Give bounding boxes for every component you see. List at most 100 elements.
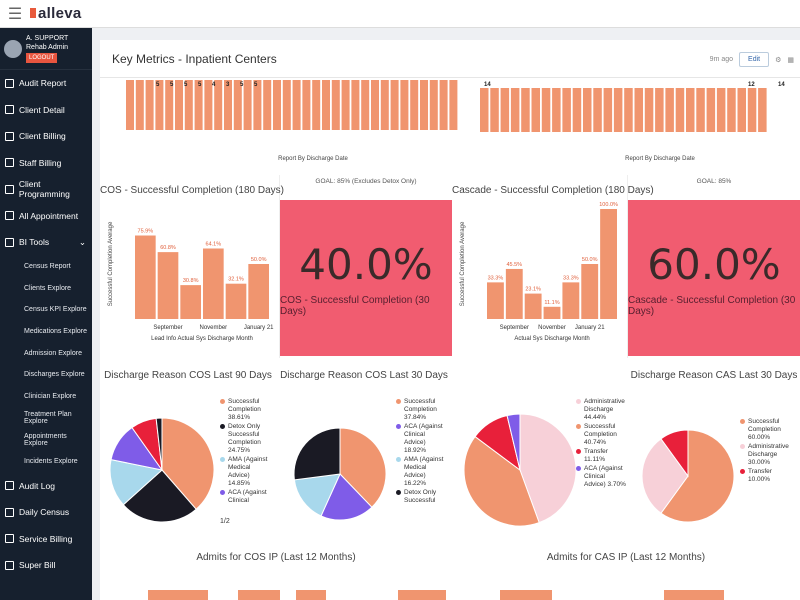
legend-item[interactable]: ACA (Against Clinical <box>220 489 270 505</box>
legend-item[interactable]: Detox Only Successful Completion 24.75% <box>220 423 270 455</box>
top-left-bar <box>371 80 379 130</box>
legend-dot <box>740 419 745 424</box>
top-left-bar <box>439 80 448 130</box>
top-left-bar <box>233 80 242 130</box>
sidebar-item-client-billing[interactable]: Client Billing <box>0 123 92 150</box>
legend-item[interactable]: ACA (Against Clinical Advice) 18.92% <box>396 423 446 455</box>
legend-label: Successful Completion 40.74% <box>584 423 617 446</box>
top-left-bar-label: 5 <box>254 82 258 88</box>
sidebar-item-super-bill[interactable]: Super Bill <box>0 552 92 579</box>
legend-dot <box>396 399 401 404</box>
legend-dot <box>576 449 581 454</box>
cos-30-card[interactable]: 40.0% COS - Successful Completion (30 Da… <box>280 200 452 356</box>
sidebar-item-label: All Appointment <box>19 210 79 221</box>
logout-button[interactable]: LOGOUT <box>26 53 58 63</box>
cas30-pie-slice <box>660 429 735 523</box>
top-right-bar <box>541 88 551 132</box>
legend-item[interactable]: Successful Completion 60.00% <box>740 418 790 442</box>
legend-dot <box>220 490 225 495</box>
cas-bar <box>600 209 617 319</box>
top-right-bar <box>716 88 726 132</box>
sidebar-item-audit-report[interactable]: Audit Report <box>0 70 92 97</box>
legend-item[interactable]: Successful Completion 38.61% <box>220 398 270 422</box>
top-left-bar <box>224 80 232 130</box>
legend-item[interactable]: Successful Completion 37.84% <box>396 398 446 422</box>
legend-item[interactable]: ACA (Against Clinical Advice) 3.70% <box>576 465 626 489</box>
sidebar-item-client-detail[interactable]: Client Detail <box>0 97 92 124</box>
sidebar-item-label: Client Billing <box>19 131 66 142</box>
top-right-bar <box>552 88 561 132</box>
cas-bar <box>543 306 561 319</box>
top-right-bar <box>510 88 520 132</box>
grid-icon[interactable]: ▦ <box>787 56 794 64</box>
top-left-bar <box>263 80 272 130</box>
top-right-bar <box>624 88 633 132</box>
admits-bar <box>296 590 326 600</box>
edit-button[interactable]: Edit <box>739 52 770 67</box>
legend-item[interactable]: Transfer 11.11% <box>576 448 626 464</box>
top-left-bar <box>253 80 262 130</box>
sidebar-sub-medications-explore[interactable]: Medications Explore <box>24 327 88 335</box>
menu-icon[interactable]: ☰ <box>7 5 23 23</box>
settings-icon[interactable]: ⚙ <box>775 56 782 64</box>
cas-xlabel: Actual Sys Discharge Month <box>514 336 589 342</box>
sidebar-item-audit-log[interactable]: Audit Log <box>0 472 92 499</box>
cas-bar <box>524 293 542 319</box>
sidebar-sub-treatment-plan-explore[interactable]: Treatment Plan Explore <box>24 411 72 426</box>
top-right-bar <box>665 88 674 132</box>
cas-ylabel: Successful Completion Average <box>460 221 466 306</box>
sidebar-item-staff-billing[interactable]: Staff Billing <box>0 150 92 177</box>
cas-data-label: 100.0% <box>599 202 618 208</box>
sidebar-item-bi-tools[interactable]: BI Tools ⌄ <box>0 229 92 256</box>
legend-label: Transfer 11.11% <box>584 448 608 463</box>
cos-tick-label: January 21 <box>244 325 274 331</box>
sidebar-sub-admission-explore[interactable]: Admission Explore <box>24 349 82 357</box>
legend-dot <box>396 424 401 429</box>
nav-icon <box>5 158 14 168</box>
updated-time: 9m ago <box>709 56 734 63</box>
admits-bar <box>664 590 724 600</box>
cas-bar <box>487 282 504 319</box>
top-right-bar <box>583 88 592 132</box>
legend-item[interactable]: Transfer 10.00% <box>740 468 790 484</box>
legend-item[interactable]: Administrative Discharge 30.00% <box>740 443 790 467</box>
legend-item[interactable]: Administrative Discharge 44.44% <box>576 398 626 422</box>
sidebar-item-all-appointment[interactable]: All Appointment <box>0 203 92 230</box>
top-right-bar-label: 14 <box>484 82 491 88</box>
cos-bar <box>203 248 224 319</box>
sidebar-sub-incidents-explore[interactable]: Incidents Explore <box>24 458 78 466</box>
top-left-bar <box>420 80 428 130</box>
top-right-bar <box>562 88 571 132</box>
top-left-bar <box>361 80 370 130</box>
legend-dot <box>576 466 581 471</box>
sidebar-item-client-programming[interactable]: Client Programming <box>0 176 92 203</box>
top-left-bar <box>126 80 134 130</box>
cas-tick-label: November <box>538 325 566 331</box>
legend-item[interactable]: AMA (Against Medical Advice) 16.22% <box>396 456 446 488</box>
chevron-down-icon: ⌄ <box>78 236 86 247</box>
app-logo[interactable]: alleva <box>30 5 82 22</box>
cos-data-label: 75.9% <box>138 229 154 235</box>
sidebar-sub-census-kpi-explore[interactable]: Census KPI Explore <box>24 306 87 314</box>
cas-data-label: 45.5% <box>506 262 522 268</box>
sidebar-sub-clinician-explore[interactable]: Clinician Explore <box>24 392 77 400</box>
top-left-bar <box>322 80 330 130</box>
top-right-bar <box>531 88 540 132</box>
sidebar-sub-clients-explore[interactable]: Clients Explore <box>24 284 72 292</box>
cas30-legend: Successful Completion 60.00% Administrati… <box>740 418 790 485</box>
legend-label: Successful Completion 38.61% <box>228 398 261 421</box>
sidebar-sub-appointments-explore[interactable]: Appointments Explore <box>24 432 67 447</box>
cas-30-card[interactable]: 60.0% Cascade - Successful Completion (3… <box>628 200 800 356</box>
top-right-bar <box>603 88 613 132</box>
legend-item[interactable]: Successful Completion 40.74% <box>576 423 626 447</box>
sidebar-item-service-billing[interactable]: Service Billing <box>0 525 92 552</box>
sidebar-sub-census-report[interactable]: Census Report <box>24 262 71 270</box>
cos90-pager[interactable]: 1/2 <box>220 518 230 525</box>
legend-item[interactable]: AMA (Against Medical Advice) 14.85% <box>220 456 270 488</box>
cos-30-value: 40.0% <box>299 239 433 289</box>
legend-label: ACA (Against Clinical <box>228 489 267 504</box>
sidebar-sub-discharges-explore[interactable]: Discharges Explore <box>24 371 85 379</box>
top-bar-charts: 5 5 5 5 4 3 5 5 14 12 14 Report By Discharge Date … <box>126 80 785 162</box>
sidebar-item-daily-census[interactable]: Daily Census <box>0 499 92 526</box>
legend-item[interactable]: Detox Only Successful <box>396 489 446 505</box>
